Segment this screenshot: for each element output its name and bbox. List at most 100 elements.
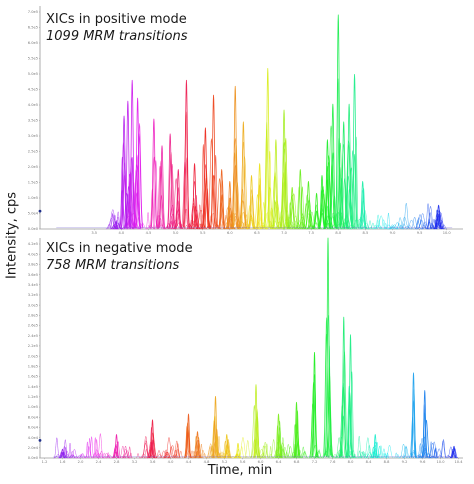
negative-xic-trace — [385, 444, 394, 459]
positive-xic-trace — [267, 151, 273, 229]
positive-xic-trace — [351, 73, 358, 228]
negative-y-tick-label: 3.4e5 — [28, 283, 38, 287]
negative-mode-title-block: XICs in negative mode 758 MRM transition… — [46, 240, 193, 274]
negative-xic-trace — [136, 453, 141, 459]
negative-xic-trace — [264, 443, 269, 459]
positive-xic-trace — [436, 212, 446, 230]
positive-xic-trace — [112, 225, 119, 230]
positive-xic-trace — [199, 226, 206, 230]
negative-y-tick-label: 3.8e5 — [28, 263, 38, 267]
negative-xic-trace — [213, 428, 221, 458]
negative-y-tick-label: 2.6e5 — [28, 324, 38, 328]
negative-y-tick-label: 1.4e5 — [28, 385, 38, 389]
positive-xic-trace — [302, 194, 312, 229]
positive-traces — [56, 14, 453, 230]
negative-xic-trace — [410, 400, 417, 458]
positive-xic-trace — [126, 171, 135, 229]
negative-y-tick-label: 0.0e0 — [28, 456, 39, 460]
positive-xic-trace — [374, 214, 382, 230]
positive-xic-trace — [209, 226, 214, 230]
positive-xic-trace — [133, 192, 141, 229]
positive-xic-trace — [312, 204, 321, 229]
positive-xic-trace — [253, 194, 262, 229]
positive-y-tick-label: 7.0e5 — [28, 10, 38, 14]
negative-xic-trace — [289, 451, 298, 459]
negative-xic-trace — [356, 435, 362, 458]
positive-xic-trace — [383, 223, 388, 230]
negative-xic-trace — [53, 437, 60, 458]
positive-xic-trace — [150, 118, 158, 228]
positive-xic-trace — [270, 171, 280, 229]
negative-x-tick-label: 6.8 — [294, 460, 300, 464]
positive-y-tick-label: 3.5e5 — [28, 119, 38, 123]
positive-xic-trace — [335, 78, 341, 228]
negative-x-tick-label: 7.2 — [312, 460, 318, 464]
negative-xic-trace — [94, 439, 99, 458]
positive-xic-trace — [401, 223, 408, 230]
negative-xic-trace — [428, 456, 436, 459]
negative-x-tick-label: 1.2 — [42, 460, 48, 464]
negative-xic-trace — [254, 410, 261, 458]
positive-y-tick-label: 5.5e5 — [28, 57, 38, 61]
positive-y-tick-label: 4.5e5 — [28, 88, 38, 92]
positive-xic-trace — [124, 186, 134, 229]
positive-y-tick-label: 4.0e5 — [28, 103, 38, 107]
negative-xic-trace — [150, 439, 156, 458]
positive-xic-trace — [298, 213, 307, 230]
negative-x-tick-label: 4.4 — [186, 460, 192, 464]
positive-xic-trace — [248, 189, 256, 229]
negative-xic-trace — [212, 420, 217, 458]
negative-xic-trace — [449, 451, 457, 459]
negative-xic-trace — [332, 456, 336, 459]
negative-xic-trace — [259, 454, 264, 459]
positive-x-tick-label: 9.5 — [417, 231, 423, 235]
positive-xic-trace — [264, 68, 272, 228]
positive-xic-trace — [372, 224, 379, 230]
negative-xic-trace — [85, 441, 90, 458]
negative-xic-trace — [309, 382, 318, 458]
negative-xic-trace — [295, 410, 300, 458]
positive-xic-trace — [389, 226, 398, 230]
negative-xic-trace — [417, 454, 422, 459]
negative-x-tick-label: 2.0 — [78, 460, 84, 464]
negative-x-tick-label: 1.6 — [60, 460, 66, 464]
negative-y-tick-label: 6.0e4 — [28, 426, 39, 430]
positive-xic-trace — [182, 111, 190, 228]
negative-xic-trace — [244, 440, 251, 458]
negative-xic-trace — [437, 454, 443, 459]
positive-xic-trace — [295, 186, 303, 229]
positive-xic-trace — [271, 200, 278, 229]
negative-xic-trace — [233, 453, 241, 459]
negative-y-tick-label: 1.2e5 — [28, 395, 38, 399]
positive-xic-trace — [173, 209, 184, 230]
positive-xic-trace — [245, 205, 254, 229]
positive-x-tick-label: 4.5 — [146, 231, 152, 235]
positive-xic-trace — [338, 177, 346, 229]
positive-x-tick-label: 5.5 — [200, 231, 206, 235]
negative-x-tick-label: 2.4 — [96, 460, 102, 464]
negative-y-tick-label: 3.0e5 — [28, 303, 38, 307]
negative-xic-trace — [163, 455, 168, 459]
positive-xic-trace — [287, 196, 296, 229]
negative-axis-marker — [38, 439, 42, 442]
positive-xic-trace — [183, 208, 189, 229]
negative-xic-trace — [102, 452, 111, 459]
negative-y-tick-label: 2.4e5 — [28, 334, 38, 338]
positive-mode-title: XICs in positive mode — [46, 12, 187, 27]
negative-xic-trace — [383, 453, 388, 459]
negative-xic-trace — [58, 451, 65, 459]
positive-xic-trace — [188, 224, 199, 230]
negative-xic-trace — [385, 452, 390, 459]
positive-xic-trace — [351, 154, 358, 229]
positive-xic-trace — [339, 177, 350, 229]
positive-xic-trace — [343, 175, 353, 229]
negative-y-tick-label: 2.0e5 — [28, 354, 38, 358]
positive-xic-trace — [302, 202, 311, 229]
negative-mode-title: XICs in negative mode — [46, 241, 193, 256]
negative-xic-trace — [253, 384, 259, 458]
negative-xic-trace — [382, 452, 386, 459]
negative-x-tick-label: 8.4 — [366, 460, 372, 464]
positive-y-tick-label: 2.5e5 — [28, 150, 38, 154]
positive-xic-trace — [396, 217, 404, 230]
positive-xic-trace — [335, 166, 345, 229]
